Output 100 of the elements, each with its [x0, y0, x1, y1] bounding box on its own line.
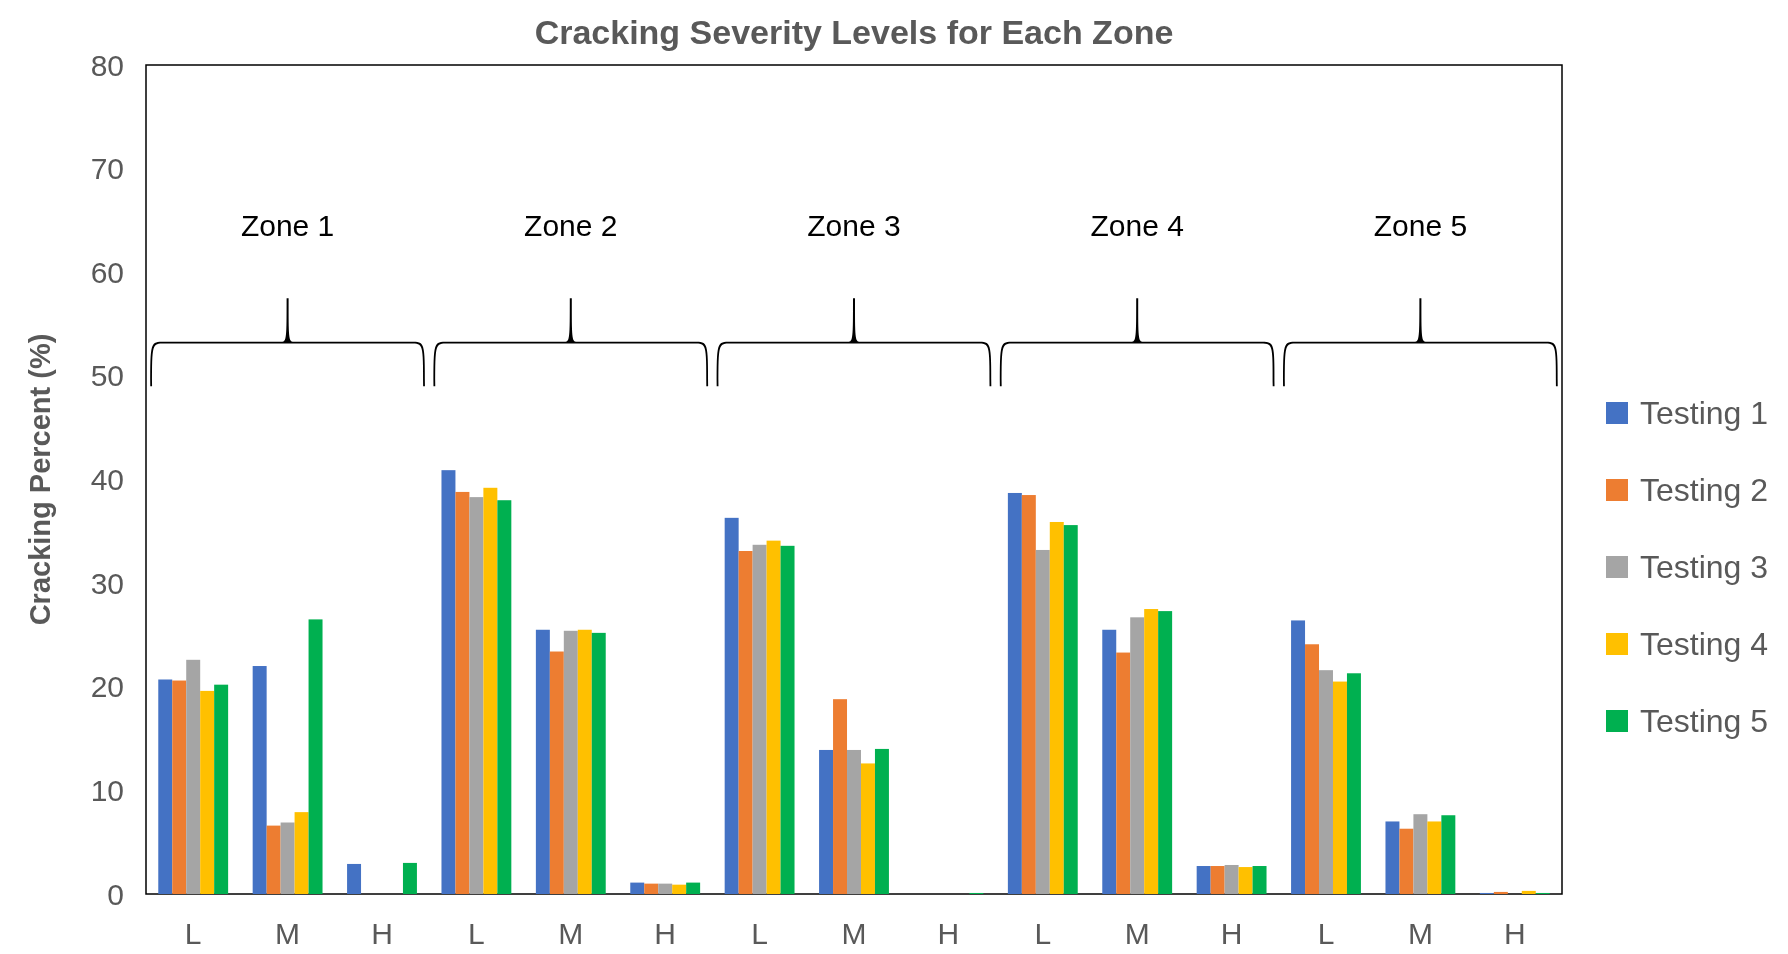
bar	[630, 882, 645, 894]
legend-label: Testing 4	[1640, 626, 1769, 663]
bar	[874, 748, 889, 894]
bar	[724, 517, 739, 894]
bar	[1399, 828, 1414, 894]
legend-label: Testing 3	[1640, 549, 1769, 586]
annotation: Zone 5	[1373, 208, 1468, 242]
y-axis-title: Cracking Percent (%)	[24, 333, 56, 626]
x-tick-label: H	[1503, 917, 1526, 950]
bar	[1116, 652, 1131, 894]
bar	[1238, 867, 1253, 894]
bar	[441, 470, 456, 894]
x-tick-label: M	[275, 917, 301, 950]
x-tick-label: H	[371, 917, 393, 950]
y-tick-label: 80	[90, 48, 124, 82]
bar	[1063, 525, 1078, 894]
bar	[483, 487, 498, 894]
x-tick-label: H	[654, 917, 677, 950]
annotation: Zone 3	[807, 208, 901, 242]
y-tick-label: 0	[107, 877, 124, 911]
bar	[686, 882, 701, 894]
bar	[658, 883, 673, 894]
bar	[402, 862, 417, 894]
x-tick-label: M	[841, 917, 867, 950]
x-tick-label: L	[1317, 917, 1335, 950]
bar	[455, 491, 470, 894]
bar	[752, 544, 767, 894]
bar	[1144, 609, 1159, 894]
bar	[577, 629, 592, 894]
bar	[214, 684, 229, 894]
bar	[497, 500, 512, 894]
bar	[738, 551, 753, 894]
bar	[1158, 611, 1173, 894]
bar	[1007, 492, 1022, 894]
bar	[1252, 866, 1267, 894]
bar	[252, 666, 267, 894]
x-tick-label: H	[1220, 917, 1243, 950]
bar	[847, 749, 861, 894]
bar	[819, 749, 834, 894]
bar	[158, 679, 173, 894]
bar	[1196, 866, 1211, 894]
y-tick-label: 30	[90, 566, 124, 600]
bar	[535, 629, 550, 894]
x-tick-label: L	[1034, 917, 1052, 950]
y-tick-label: 40	[90, 463, 124, 496]
bar	[1021, 495, 1036, 894]
x-tick-label: L	[184, 917, 202, 950]
x-tick-label: M	[558, 917, 584, 950]
annotation: Zone 4	[1090, 208, 1184, 242]
bar	[1521, 890, 1536, 894]
annotation: Zone 1	[240, 208, 335, 242]
y-tick-label: 10	[90, 773, 124, 807]
bar	[833, 699, 848, 894]
chart-title: Cracking Severity Levels for Each Zone	[534, 13, 1174, 51]
bar	[563, 630, 578, 894]
bar	[1441, 815, 1456, 894]
bar	[1413, 814, 1428, 894]
bar	[1493, 891, 1508, 894]
bar	[1049, 521, 1064, 894]
bar	[1332, 681, 1347, 894]
bar	[549, 651, 564, 894]
bar	[644, 883, 659, 894]
x-tick-label: M	[1407, 917, 1433, 950]
bar	[186, 659, 201, 894]
bar	[1210, 866, 1225, 894]
bar	[1427, 821, 1442, 894]
x-tick-label: H	[937, 917, 960, 950]
bar	[1035, 549, 1050, 894]
bar	[347, 863, 362, 894]
bar	[1102, 629, 1117, 894]
bar	[294, 812, 309, 894]
bar	[780, 545, 795, 894]
annotation: Zone 2	[524, 208, 618, 242]
bar	[308, 619, 323, 894]
bar	[1130, 617, 1145, 894]
bar	[200, 690, 215, 894]
y-tick-label: 20	[90, 670, 124, 704]
y-tick-label: 70	[90, 152, 124, 186]
x-tick-label: L	[468, 917, 485, 950]
bar	[672, 884, 687, 894]
bar	[860, 763, 875, 894]
legend-label: Testing 5	[1640, 703, 1769, 740]
y-tick-label: 60	[90, 255, 124, 289]
bar	[1319, 670, 1333, 894]
legend-label: Testing 2	[1640, 472, 1769, 509]
bar	[591, 632, 606, 894]
bar	[469, 497, 484, 894]
x-tick-label: L	[751, 917, 768, 950]
bar	[172, 680, 187, 894]
bar	[1224, 864, 1239, 894]
bar	[1346, 673, 1361, 894]
bar	[766, 540, 781, 894]
x-tick-label: M	[1124, 917, 1150, 950]
bar	[280, 822, 295, 894]
bar	[1305, 644, 1320, 894]
y-tick-label: 50	[90, 359, 124, 393]
bar	[266, 825, 281, 894]
legend-label: Testing 1	[1640, 395, 1769, 432]
bar	[1291, 620, 1306, 894]
bar	[1385, 821, 1400, 894]
